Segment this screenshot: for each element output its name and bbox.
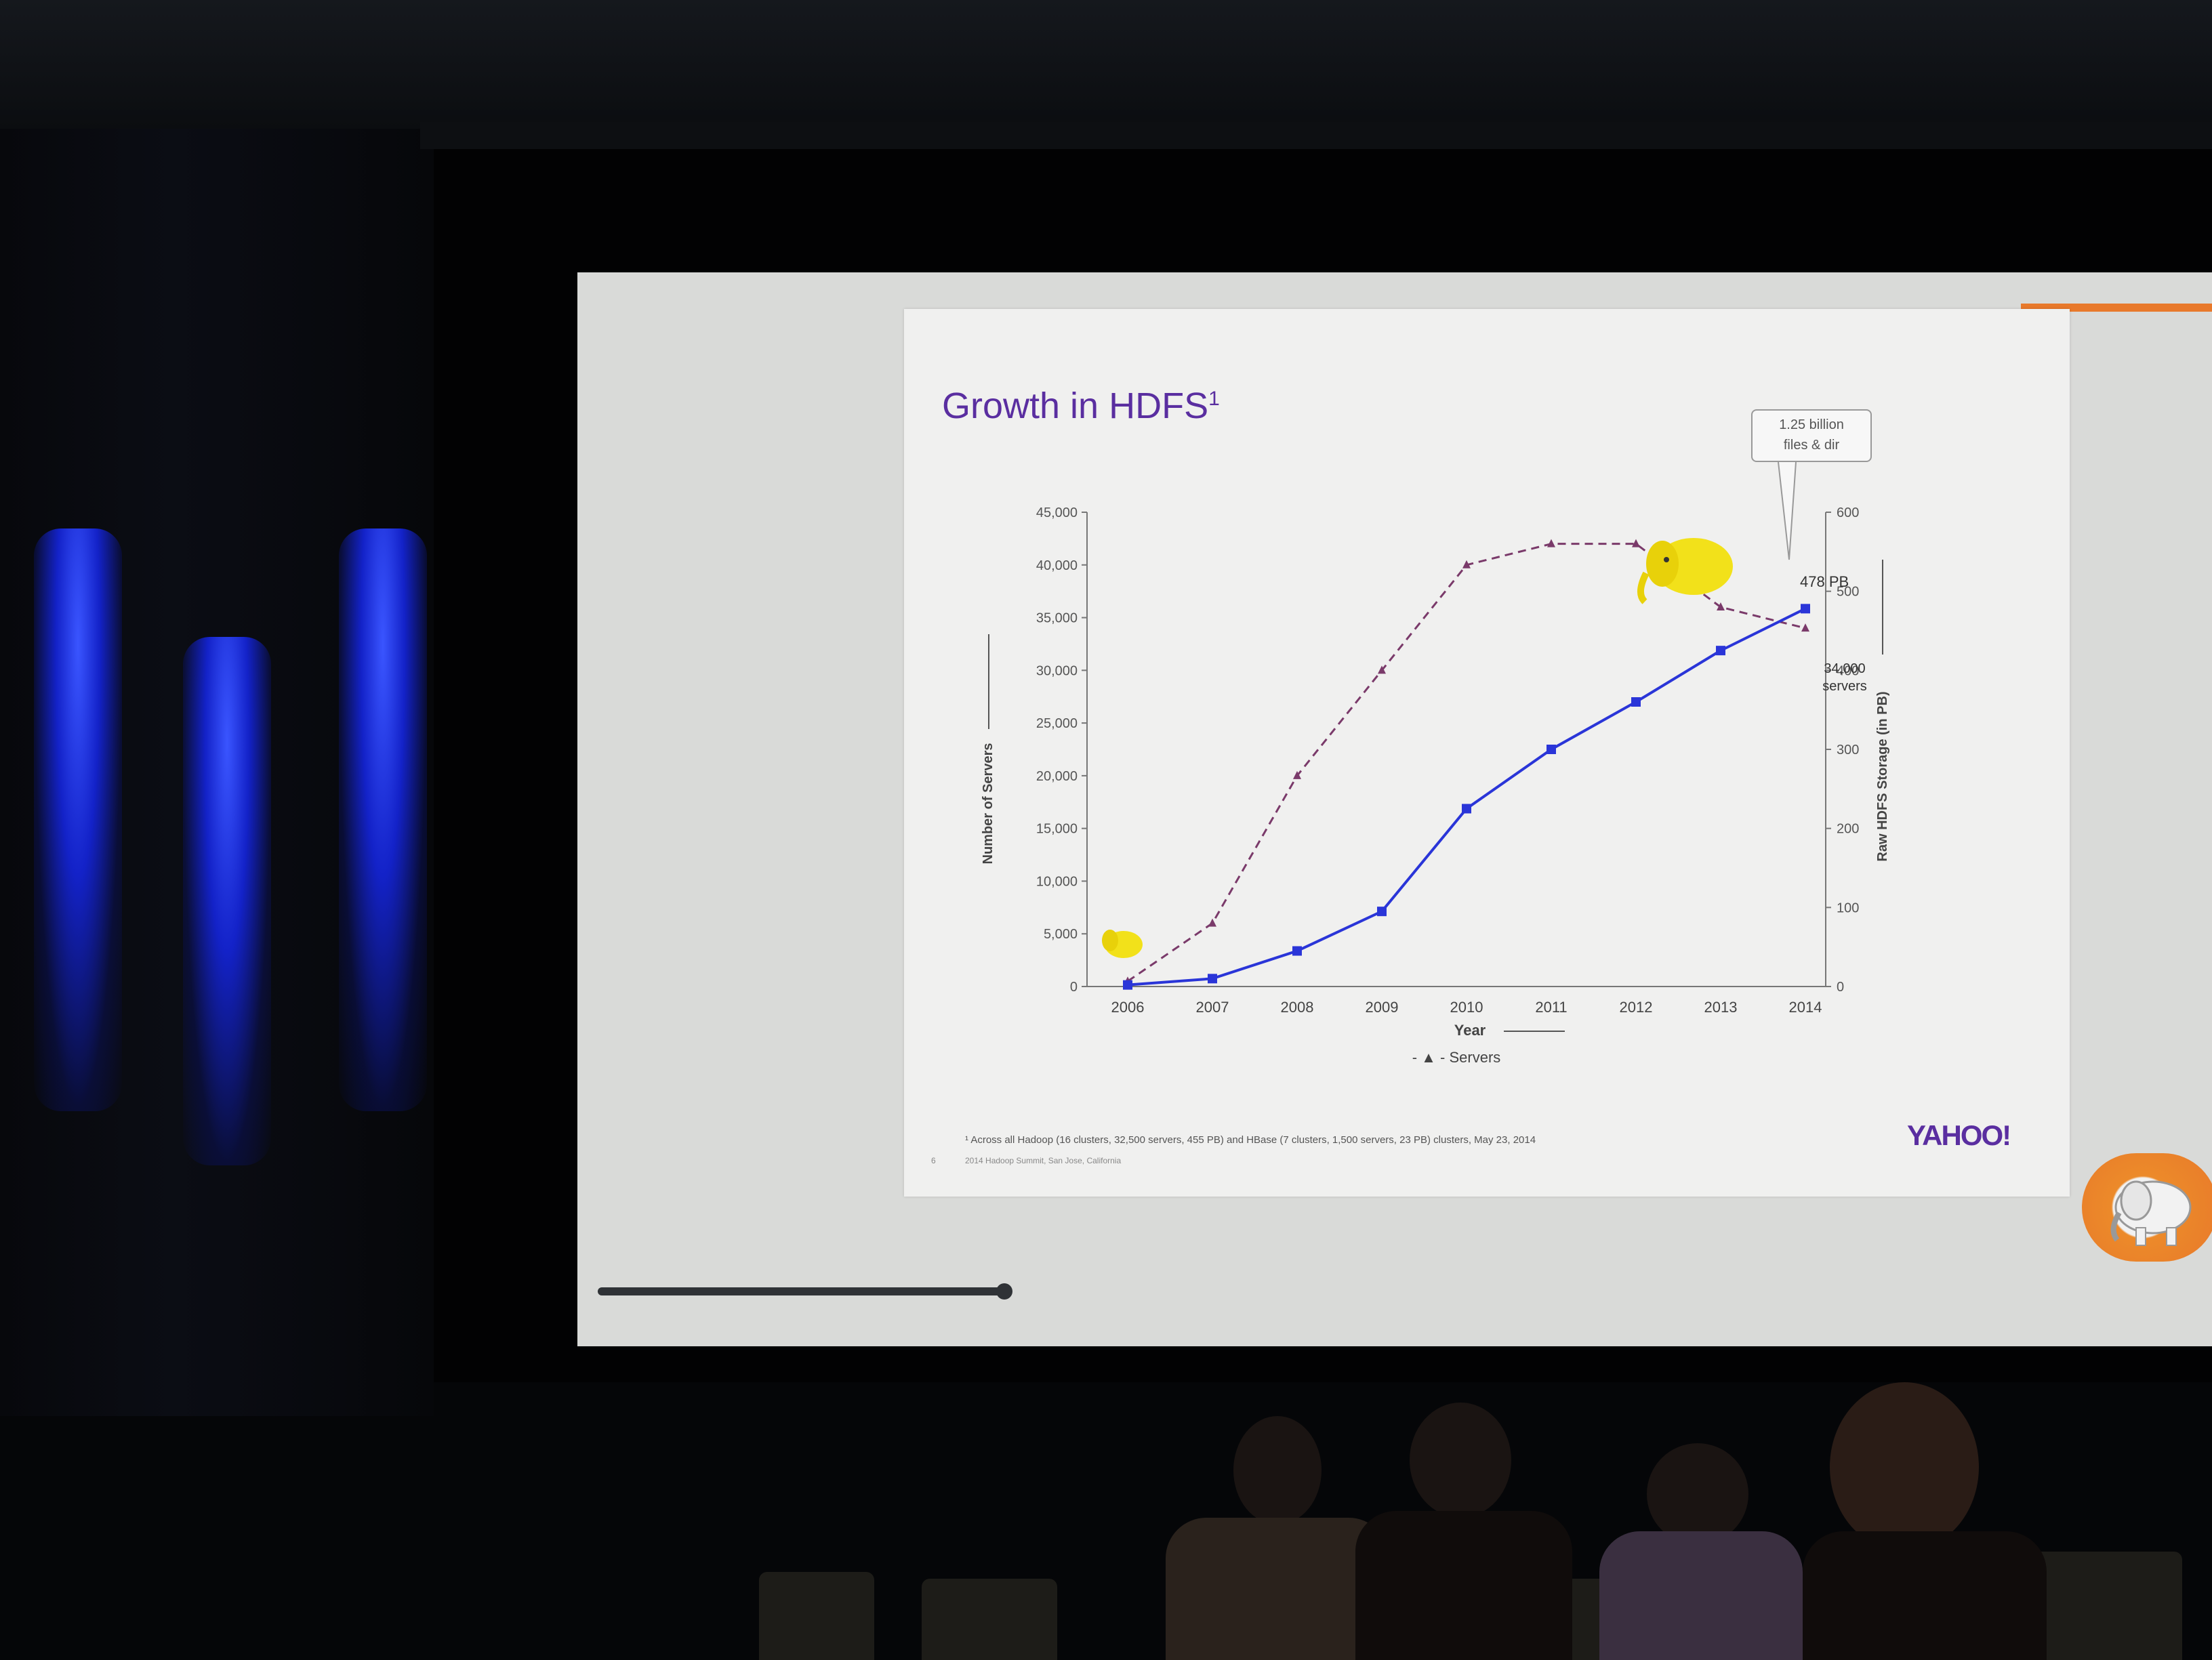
left-axis-label: Number of Servers [981, 743, 996, 865]
servers-annotation: 34,000 servers [1807, 660, 1882, 695]
lighting-truss [420, 122, 2212, 149]
storage-point [1377, 907, 1387, 917]
x-tick-label: 2014 [1789, 999, 1822, 1016]
audience-body [1599, 1531, 1803, 1660]
audience [745, 1375, 2212, 1660]
audience-body [1166, 1518, 1389, 1660]
left-tick-label: 15,000 [1036, 822, 1078, 837]
series-line-1 [1127, 543, 1806, 982]
x-tick-label: 2009 [1366, 999, 1399, 1016]
series-line-2 [1127, 607, 1806, 987]
ceiling [0, 0, 2212, 129]
audience-head [1410, 1403, 1511, 1518]
storage-point [1292, 946, 1302, 956]
blue-stage-light [34, 528, 122, 1111]
storage-annotation: 478 PB [1800, 573, 1849, 590]
chart-panel: Growth in HDFS1 0 5,000 10,000 15,000 20,000… [904, 309, 2070, 1197]
title-footnote-marker: 1 [1208, 388, 1220, 410]
servers-point [1547, 539, 1555, 547]
callout-pointer [1778, 461, 1797, 560]
x-tick-label: 2011 [1535, 999, 1567, 1016]
legend-servers: - ▲ - Servers [1412, 1049, 1501, 1066]
right-tick-label: 500 [1837, 585, 1859, 600]
page-number: 6 [931, 1156, 936, 1165]
audience-body [1355, 1511, 1572, 1660]
storage-point [1801, 604, 1810, 614]
projected-slide: Growth in HDFS1 0 5,000 10,000 15,000 20,000… [577, 272, 2212, 1346]
storage-point [1123, 980, 1132, 990]
callout-line-2: files & dir [1783, 438, 1840, 453]
right-tick-label: 300 [1837, 743, 1859, 758]
right-tick-label: 0 [1837, 980, 1844, 995]
x-tick-label: 2013 [1704, 999, 1738, 1016]
seat [922, 1579, 1057, 1660]
left-tick-label: 30,000 [1036, 663, 1078, 678]
right-tick-label: 100 [1837, 900, 1859, 915]
callout-line-1: 1.25 billion [1779, 417, 1844, 432]
left-tick-label: 45,000 [1036, 505, 1078, 520]
growth-chart: 0 5,000 10,000 15,000 20,000 25,000 30,000 35,0… [981, 461, 1890, 1066]
servers-point [1801, 623, 1809, 632]
servers-point [1632, 539, 1640, 547]
audience-head [1233, 1416, 1322, 1524]
x-tick-label: 2006 [1111, 999, 1145, 1016]
audience-head [1647, 1443, 1748, 1545]
left-tick-label: 10,000 [1036, 874, 1078, 889]
hadoop-summit-logo [2082, 1153, 2212, 1262]
hadoop-elephant-icon [1637, 538, 1733, 604]
right-tick-label: 200 [1837, 822, 1859, 837]
audience-body [1803, 1531, 2047, 1660]
storage-point [1716, 646, 1725, 656]
x-tick-label: 2007 [1196, 999, 1229, 1016]
right-axis-label: Raw HDFS Storage (in PB) [1875, 691, 1890, 861]
left-tick-label: 20,000 [1036, 769, 1078, 784]
left-tick-label: 40,000 [1036, 558, 1078, 573]
x-tick-label: 2010 [1450, 999, 1483, 1016]
right-tick-label: 600 [1837, 505, 1859, 520]
storage-point [1462, 804, 1471, 814]
servers-point [1717, 602, 1725, 610]
x-axis-label: Year [1454, 1022, 1486, 1039]
chart-title-text: Growth in HDFS [942, 386, 1209, 426]
left-tick-label: 5,000 [1044, 927, 1078, 942]
servers-point [1462, 560, 1471, 568]
left-tick-label: 35,000 [1036, 611, 1078, 626]
seat [759, 1572, 874, 1660]
blue-stage-light [339, 528, 427, 1111]
blue-stage-light [183, 637, 271, 1165]
x-tick-label: 2008 [1281, 999, 1314, 1016]
storage-point [1547, 745, 1556, 754]
left-tick-label: 0 [1070, 980, 1078, 995]
servers-annotation-value: 34,000 [1824, 661, 1866, 676]
servers-point [1208, 918, 1216, 927]
files-callout: 1.25 billion files & dir [1751, 409, 1872, 462]
left-tick-label: 25,000 [1036, 716, 1078, 731]
slide-progress-bar [598, 1287, 1004, 1295]
servers-point [1378, 665, 1386, 674]
audience-head [1830, 1382, 1979, 1552]
elephant-icon [2110, 1180, 2192, 1246]
storage-point [1208, 974, 1217, 984]
servers-annotation-unit: servers [1822, 679, 1867, 694]
storage-point [1631, 697, 1641, 707]
chart-title: Growth in HDFS1 [942, 385, 1220, 427]
footnote: ¹ Across all Hadoop (16 clusters, 32,500… [965, 1134, 1536, 1146]
slide-progress-dot [996, 1283, 1012, 1300]
event-footnote: 2014 Hadoop Summit, San Jose, California [965, 1156, 1122, 1165]
servers-point [1293, 770, 1301, 779]
right-tick-label: 400 [1837, 663, 1859, 678]
hadoop-elephant-icon [1102, 930, 1143, 958]
x-tick-label: 2012 [1620, 999, 1653, 1016]
yahoo-logo: YAHOO! [1907, 1119, 2011, 1151]
